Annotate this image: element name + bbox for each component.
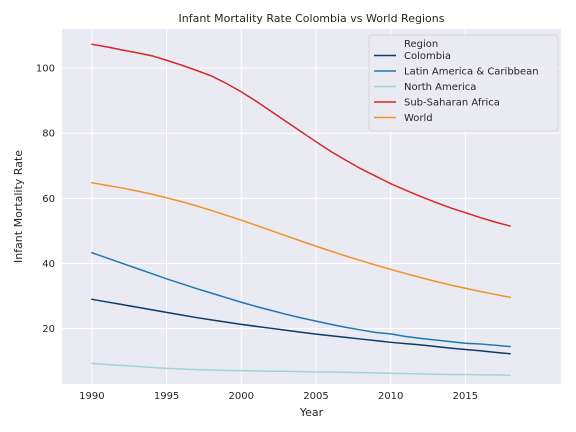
x-axis-label: Year	[299, 406, 324, 419]
series-line-north-america	[91, 362, 511, 376]
legend-label-sub-saharan-africa: Sub-Saharan Africa	[404, 98, 500, 109]
y-tick-label: 100	[36, 64, 55, 75]
legend-title: Region	[404, 39, 438, 50]
y-tick-labels: 20 40 60 80 100	[36, 64, 55, 336]
series-line-latin-america-caribbean	[91, 252, 511, 348]
x-tick-label: 2010	[378, 391, 403, 402]
y-tick-label: 60	[42, 194, 55, 205]
series-lines	[91, 43, 511, 376]
series-line-colombia	[91, 298, 511, 355]
legend: Region Colombia Latin America & Caribbean…	[368, 34, 559, 132]
legend-label-north-america: North America	[404, 82, 476, 93]
x-tick-label: 2000	[229, 391, 254, 402]
x-tick-label: 2005	[303, 391, 328, 402]
x-tick-labels: 1990 1995 2000 2005 2010 2015	[79, 391, 478, 402]
y-tick-label: 80	[42, 129, 55, 140]
chart-title: Infant Mortality Rate Colombia vs World …	[179, 12, 445, 25]
legend-label-colombia: Colombia	[404, 51, 451, 62]
series-line-world	[91, 181, 511, 299]
legend-items: Colombia Latin America & Caribbean North A…	[374, 51, 539, 124]
y-tick-label: 40	[42, 259, 55, 270]
legend-label-world: World	[404, 113, 433, 124]
legend-label-latin-america-caribbean: Latin America & Caribbean	[404, 67, 539, 78]
x-tick-label: 2015	[453, 391, 478, 402]
x-tick-label: 1995	[154, 391, 179, 402]
y-tick-label: 20	[42, 324, 55, 335]
series-line-sub-saharan-africa	[91, 43, 511, 227]
legend-box	[368, 34, 559, 132]
x-tick-label: 1990	[79, 391, 104, 402]
y-axis-label: Infant Mortality Rate	[12, 150, 25, 263]
